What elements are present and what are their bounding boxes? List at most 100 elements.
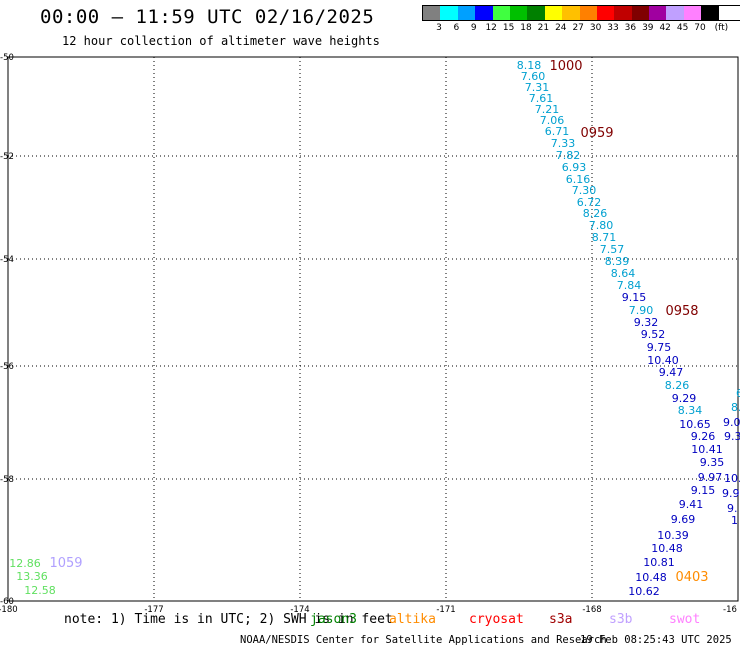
time-label: 0958 — [665, 304, 698, 319]
wave-height-value: 8.26 — [665, 379, 690, 392]
wave-height-value: 6.72 — [577, 196, 602, 209]
lon-tick-label: -180 — [0, 605, 18, 615]
wave-height-value: 8.18 — [517, 59, 542, 72]
satellite-label-s3b: s3b — [609, 612, 633, 627]
wave-height-value: 10.65 — [679, 418, 711, 431]
lon-tick-label: -16 — [723, 605, 737, 615]
lat-tick-label: -54 — [0, 255, 14, 265]
generated-timestamp: 19 Feb 08:25:43 UTC 2025 — [580, 634, 732, 646]
wave-height-value: 8.64 — [611, 267, 636, 280]
wave-height-value: 7.82 — [556, 149, 581, 162]
lon-tick-label: -168 — [582, 605, 601, 615]
satellite-label-swot: swot — [669, 612, 701, 627]
wave-height-value: 8.26 — [583, 207, 608, 220]
wave-height-value-edge: 6 — [736, 387, 740, 400]
wave-height-value-edge: 9.9 — [722, 487, 740, 500]
wave-height-value-edge: 9. — [727, 502, 738, 515]
legend-tick: 9 — [470, 23, 477, 33]
satellite-label-altika: altika — [389, 612, 436, 627]
legend-tick: 36 — [624, 23, 637, 33]
time-label: 0959 — [580, 126, 613, 141]
wave-height-value: 7.21 — [535, 103, 560, 116]
legend-tick: 21 — [537, 23, 550, 33]
wave-height-value: 8.71 — [592, 231, 617, 244]
wave-height-value: 9.69 — [671, 513, 696, 526]
legend-swatch — [683, 6, 702, 20]
wave-height-value: 7.06 — [540, 114, 565, 127]
wave-height-value: 9.47 — [659, 366, 684, 379]
wave-height-value: 7.60 — [521, 70, 546, 83]
wave-height-value: 8.34 — [678, 404, 703, 417]
legend-tick: 6 — [453, 23, 460, 33]
legend-swatch — [492, 6, 510, 20]
satellite-label-cryosat: cryosat — [469, 612, 524, 627]
wave-height-value: 7.31 — [525, 81, 550, 94]
wave-height-value: 10.48 — [635, 571, 667, 584]
legend-swatch — [614, 6, 632, 20]
legend-swatch — [527, 6, 545, 20]
wave-height-value: 7.90 — [629, 304, 654, 317]
legend-tick-labels: 3 6 9 12 15 18 21 24 27 30 33 36 39 42 45 70 (ft) — [422, 21, 740, 35]
wave-height-value: 6.93 — [562, 161, 587, 174]
wave-height-value: 8.39 — [605, 255, 630, 268]
wave-height-value: 10.62 — [628, 585, 660, 598]
legend-swatch — [666, 6, 684, 20]
lat-tick-label: -52 — [0, 152, 14, 162]
page-subtitle: 12 hour collection of altimeter wave hei… — [62, 34, 380, 48]
legend-tick: 33 — [607, 23, 619, 33]
legend-swatch — [423, 6, 441, 20]
wave-height-value-edge: 9.0 — [723, 416, 740, 429]
wave-height-legend: 3 6 9 12 15 18 21 24 27 30 33 36 39 42 45 70 (ft) — [422, 5, 740, 35]
wave-height-value: 10.81 — [643, 556, 675, 569]
satellite-label-s3a: s3a — [549, 612, 573, 627]
legend-swatch — [440, 6, 458, 20]
wave-height-value: 10.40 — [647, 354, 679, 367]
wave-height-value: 9.75 — [647, 341, 672, 354]
wave-height-value: 9.15 — [691, 484, 716, 497]
legend-swatch — [562, 6, 580, 20]
page-title: 00:00 – 11:59 UTC 02/16/2025 — [40, 6, 375, 28]
legend-tick: 18 — [520, 23, 532, 33]
wave-height-value-edge: 8. — [731, 401, 740, 414]
wave-height-value: 9.52 — [641, 328, 666, 341]
wave-height-value: 9.41 — [679, 498, 704, 511]
time-label: 0403 — [675, 570, 708, 585]
wave-height-value: 9.32 — [634, 316, 659, 329]
legend-swatch — [596, 6, 615, 20]
wave-height-value: 7.57 — [600, 243, 625, 256]
footnote: note: 1) Time is in UTC; 2) SWH is in fe… — [64, 612, 393, 627]
legend-swatch — [475, 6, 493, 20]
legend-tick: 70 — [694, 23, 706, 33]
wave-height-value: 13.36 — [16, 570, 48, 583]
wave-height-value: 12.58 — [24, 584, 56, 597]
wave-height-value: 7.80 — [589, 219, 614, 232]
legend-tick: 24 — [555, 23, 567, 33]
wave-height-value-edge: 10.18 — [724, 472, 740, 485]
lon-tick-label: -174 — [290, 605, 309, 615]
wave-height-value-edge: 9.31 — [724, 430, 740, 443]
legend-swatch — [457, 6, 476, 20]
wave-height-value: 10.39 — [657, 529, 689, 542]
lon-tick-label: -177 — [144, 605, 163, 615]
legend-tick: 12 — [485, 23, 497, 33]
wave-height-value: 7.30 — [572, 184, 597, 197]
wave-height-value: 9.15 — [622, 291, 647, 304]
wave-height-value: 7.33 — [551, 137, 576, 150]
legend-tick: 42 — [659, 23, 671, 33]
wave-height-value: 9.35 — [700, 456, 725, 469]
legend-swatch — [631, 6, 650, 20]
satellite-label-jason3: jason3 — [310, 612, 357, 627]
legend-tick: 45 — [676, 23, 689, 33]
wave-height-value: 9.26 — [691, 430, 716, 443]
legend-swatch — [509, 6, 528, 20]
wave-height-value: 7.61 — [529, 92, 554, 105]
lat-tick-label: -58 — [0, 475, 14, 485]
legend-swatch — [579, 6, 597, 20]
wave-height-value: 7.84 — [617, 279, 642, 292]
lat-tick-label: -50 — [0, 53, 14, 63]
legend-tick: 3 — [436, 23, 442, 33]
time-label: 1000 — [549, 59, 582, 74]
wave-height-value: 9.29 — [672, 392, 697, 405]
legend-tick: 30 — [589, 23, 602, 33]
